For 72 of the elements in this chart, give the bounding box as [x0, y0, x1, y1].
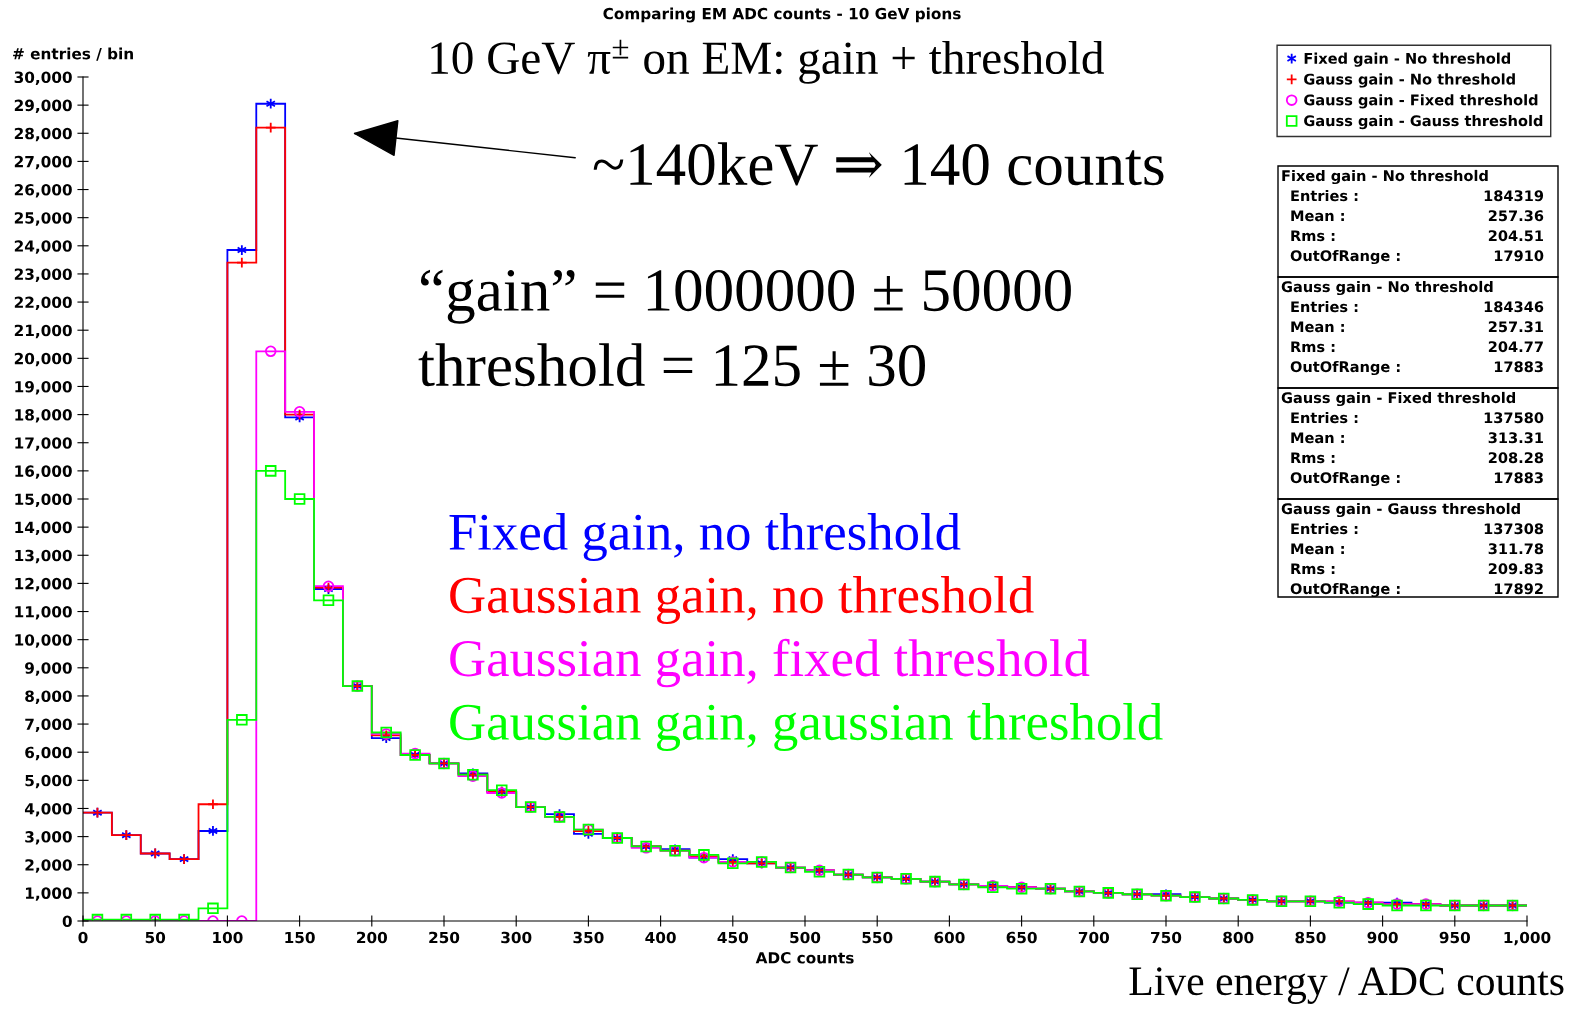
y-tick-label: 17,000 — [15, 437, 72, 451]
legend-label: Gauss gain - No threshold — [1304, 73, 1515, 88]
x-tick-label: 900 — [1367, 931, 1398, 944]
x-tick-label: 0 — [78, 931, 88, 944]
text: Fixed gain - No threshold Entries : 184319 Mean : 257.36 Rms : 204.51 OutOfRange : 17910 — [1282, 169, 1544, 265]
y-tick-label: 26,000 — [14, 184, 72, 198]
legend-label: Fixed gain - No threshold — [1304, 52, 1511, 67]
annotation: Gaussian gain, fixed threshold — [450, 638, 1090, 688]
y-axis-title: # entries / bin — [13, 47, 133, 61]
y-tick-label: 27,000 — [14, 155, 72, 170]
y-tick-label: 21,000 — [14, 324, 72, 339]
y-tick-label: 28,000 — [14, 127, 72, 142]
chart-title: Comparing EM ADC counts - 10 GeV pions — [603, 7, 961, 23]
text: Live energy / ADC counts — [1129, 967, 1564, 1004]
y-tick-label: 1,000 — [25, 887, 72, 901]
x-tick-label: 600 — [934, 931, 965, 944]
x-tick-label: 300 — [501, 931, 532, 944]
y-tick-label: 5,000 — [25, 774, 72, 789]
y-tick-label: 9,000 — [25, 662, 72, 676]
legend-label: Gauss gain - Fixed threshold — [1304, 94, 1538, 109]
text: Gauss gain - No threshold Entries : 184346 Mean : 257.31 Rms : 204.77 OutOfRange : 17883 — [1281, 280, 1544, 376]
y-tick-label: 0 — [62, 915, 72, 928]
y-tick-label: 7,000 — [25, 718, 72, 733]
text: Gauss gain - Fixed threshold Entries : 137580 Mean : 313.31 Rms : 208.28 OutOfRange : 17883 — [1281, 391, 1544, 487]
x-tick-label: 850 — [1295, 931, 1326, 944]
y-tick-label: 4,000 — [24, 802, 72, 817]
x-tick-label: 150 — [285, 931, 315, 944]
x-tick-label: 200 — [357, 931, 388, 944]
y-tick-label: 19,000 — [15, 380, 72, 395]
y-tick-label: 13,000 — [15, 549, 72, 564]
x-tick-label: 550 — [862, 931, 893, 944]
y-tick-label: 6,000 — [25, 746, 72, 761]
legend-label: Gauss gain - Gauss threshold — [1304, 114, 1543, 130]
x-tick-label: 400 — [645, 931, 676, 944]
y-tick-label: 30,000 — [14, 71, 72, 85]
annotation: “gain” = 1000000 ± 50000 — [420, 269, 1071, 324]
y-tick-label: 12,000 — [15, 577, 72, 592]
annotation: Gaussian gain, no threshold — [450, 575, 1034, 625]
x-tick-label: 100 — [213, 931, 243, 944]
y-tick-label: 25,000 — [14, 212, 72, 226]
y-tick-label: 10,000 — [15, 634, 72, 648]
x-tick-label: 650 — [1006, 931, 1037, 944]
x-tick-label: 250 — [429, 931, 460, 944]
text: Gauss gain - Gauss threshold Entries : 137308 Mean : 311.78 Rms : 209.83 OutOfRange : 17892 — [1281, 502, 1544, 598]
x-tick-label: 750 — [1151, 931, 1182, 944]
annotation: threshold = 125 ± 30 — [418, 343, 925, 387]
y-tick-label: 15,000 — [15, 493, 72, 507]
annotation: 10 GeV π$^{±}$ on EM: gain + threshold — [431, 39, 1104, 84]
x-tick-label: 1,000 — [1504, 931, 1551, 946]
x-tick-label: 450 — [717, 931, 749, 944]
y-tick-label: 2,000 — [25, 859, 72, 873]
x-tick-label: 500 — [790, 931, 821, 944]
x-axis-title: ADC counts — [755, 952, 854, 964]
y-tick-label: 24,000 — [14, 240, 72, 254]
y-tick-label: 16,000 — [15, 465, 72, 479]
x-tick-label: 700 — [1078, 931, 1110, 944]
annotation: Fixed gain, no threshold — [449, 512, 961, 562]
y-tick-label: 23,000 — [14, 268, 72, 282]
y-tick-label: 3,000 — [25, 831, 72, 845]
y-tick-label: 14,000 — [15, 521, 72, 536]
y-tick-label: 11,000 — [15, 606, 72, 620]
x-tick-label: 350 — [573, 931, 604, 944]
y-tick-label: 20,000 — [14, 352, 72, 367]
x-tick-label: 950 — [1439, 931, 1471, 944]
annotation: Gaussian gain, gaussian threshold — [450, 702, 1163, 752]
y-tick-label: 8,000 — [25, 690, 72, 704]
x-tick-label: 50 — [145, 931, 166, 944]
x-tick-label: 800 — [1223, 931, 1254, 944]
y-tick-label: 18,000 — [15, 409, 72, 423]
annotation: ~140keV ⇒ 140 counts — [593, 142, 1164, 186]
y-tick-label: 29,000 — [14, 99, 72, 114]
y-tick-label: 22,000 — [14, 296, 72, 311]
